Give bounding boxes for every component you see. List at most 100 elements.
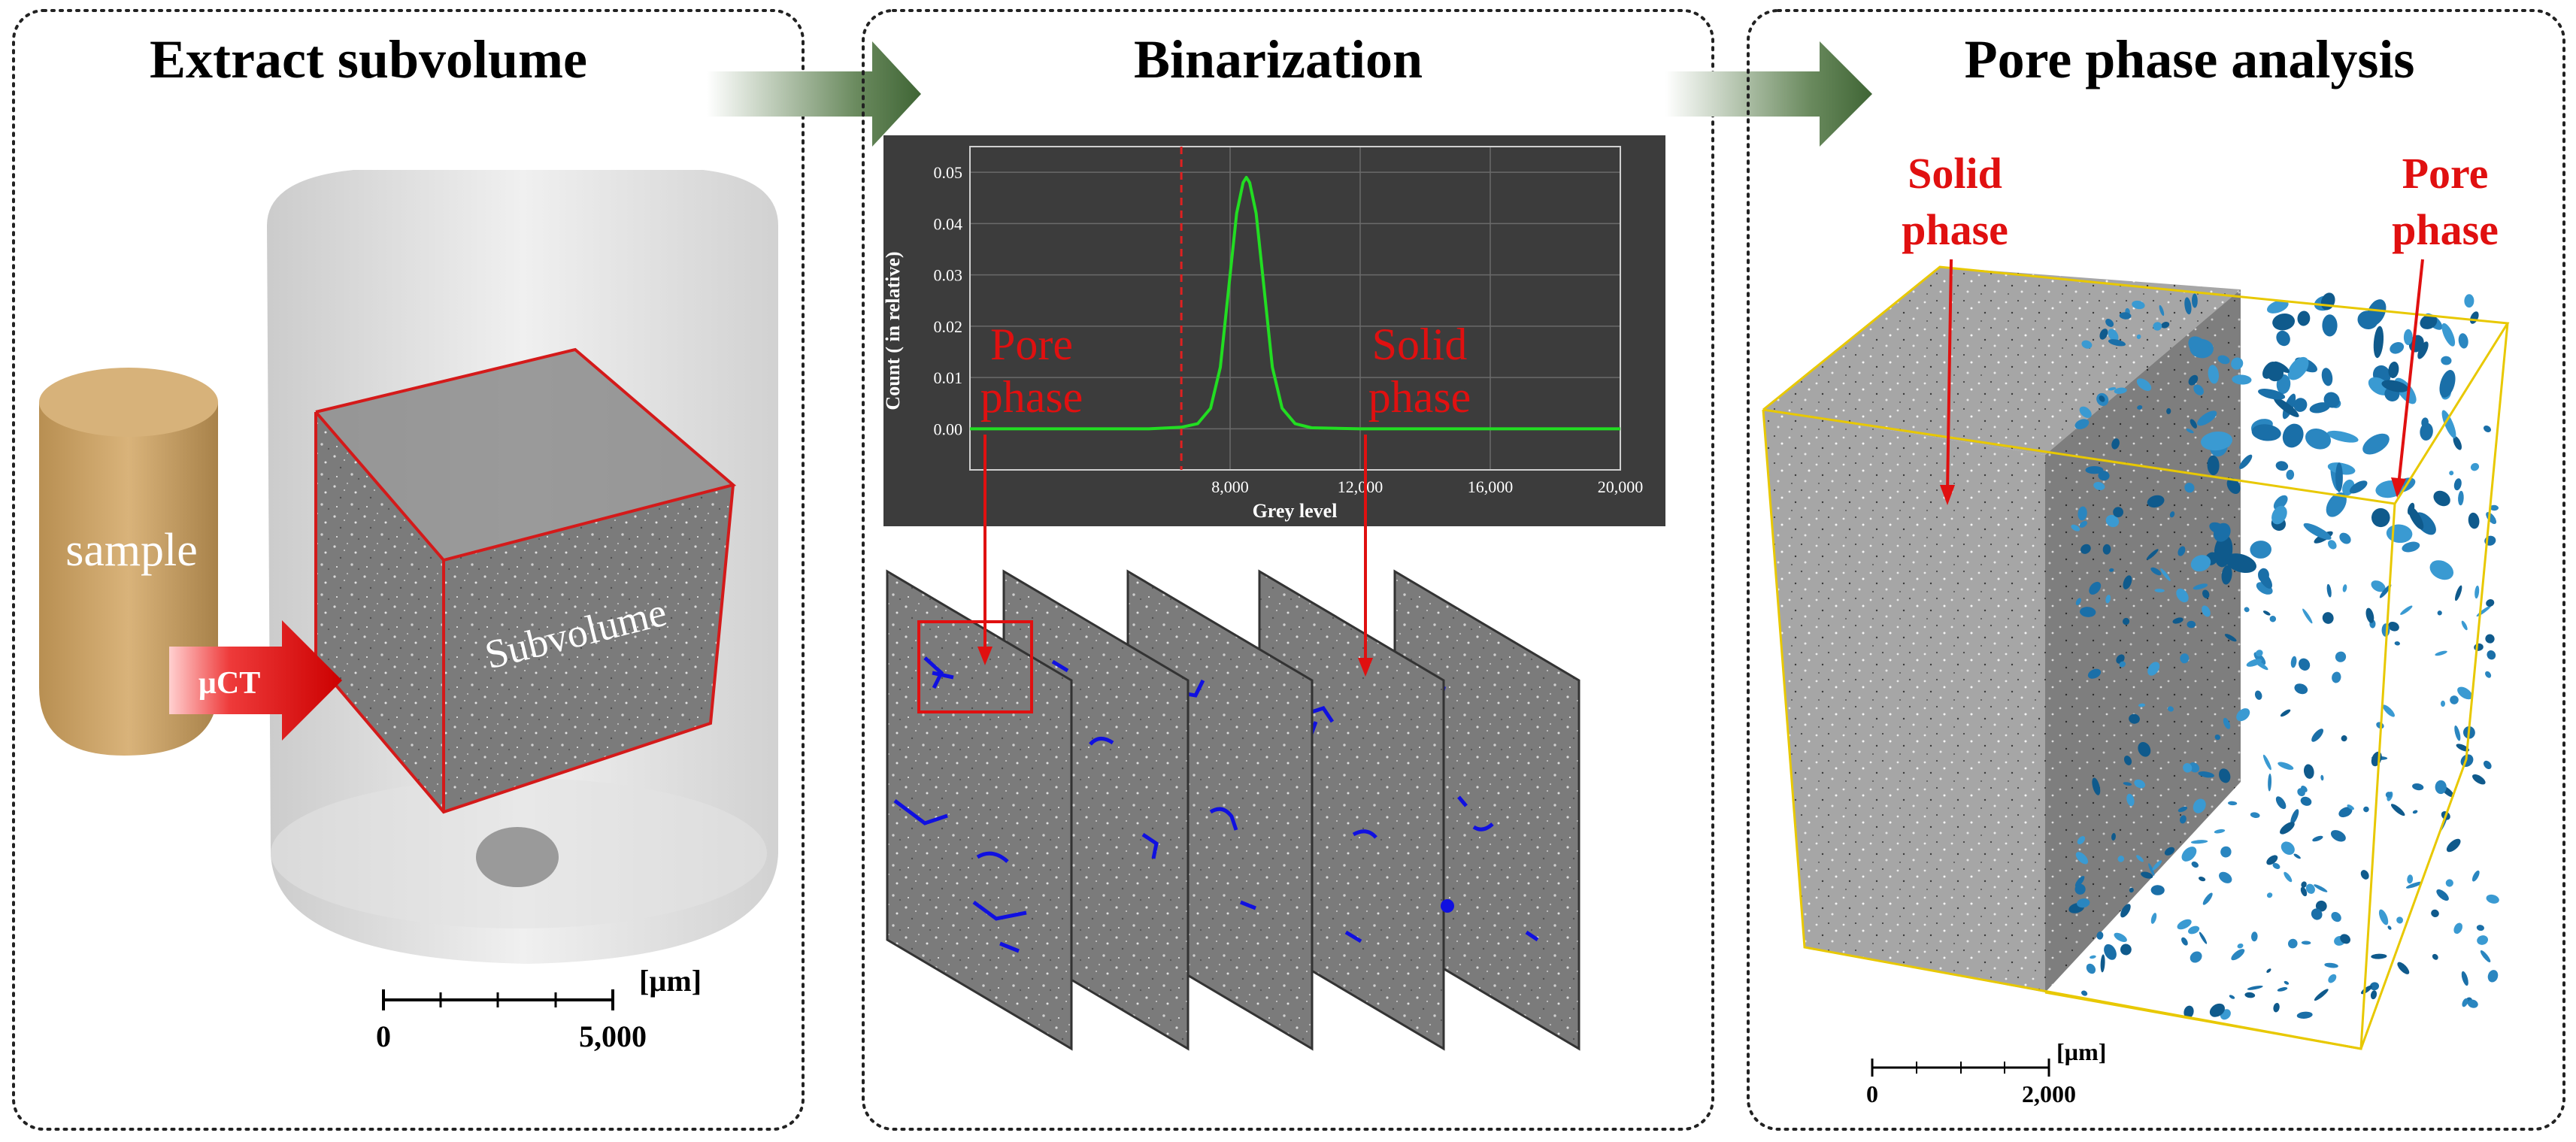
pore-blob	[2441, 410, 2456, 438]
scale-unit: [µm]	[2056, 1038, 2106, 1065]
pore-blob	[2370, 990, 2377, 1000]
pore-blob	[2458, 490, 2464, 506]
pore-blob	[2266, 892, 2273, 898]
pore-blob	[2214, 828, 2226, 834]
pore-blob	[2184, 297, 2192, 315]
uct-label: µCT	[199, 666, 261, 701]
pore-blob	[2381, 380, 2408, 392]
pore-blob	[2455, 585, 2462, 601]
pore-blob	[2147, 662, 2160, 676]
pore-blob	[2269, 615, 2277, 622]
chart-background	[883, 135, 1665, 526]
pore-blob	[2281, 841, 2295, 855]
pore-blob	[2287, 356, 2309, 380]
pore-blob	[2077, 836, 2086, 845]
pore-blob	[2326, 583, 2332, 598]
pore-blob	[2169, 511, 2175, 518]
pore-blob	[2250, 812, 2260, 819]
scale-start: 0	[376, 1019, 391, 1053]
pore-blob	[2109, 568, 2114, 572]
pore-blob	[2305, 883, 2315, 894]
pore-blob	[2326, 492, 2347, 517]
pore-blob	[2390, 804, 2405, 816]
pore-blob	[2250, 931, 2258, 942]
panel-border	[862, 9, 1714, 1131]
pore-blob	[2412, 783, 2424, 791]
pore-phase-label-line2: phase	[980, 372, 1083, 422]
panel-title: Binarization	[1134, 29, 1423, 89]
pore-blob	[2280, 822, 2295, 835]
pore-blob	[2111, 833, 2116, 841]
pore-blob	[2147, 495, 2165, 508]
pore-blob	[2472, 774, 2486, 785]
pore-blob	[2429, 560, 2454, 580]
pore-blob	[2229, 995, 2235, 999]
flow-arrow-2	[1665, 41, 1872, 147]
y-tick-label: 0.00	[934, 420, 963, 438]
pore-blob	[2090, 955, 2096, 959]
pore-blob	[2273, 361, 2290, 374]
pore-blob	[2420, 314, 2438, 329]
pore-blob	[2486, 599, 2495, 607]
pore-blob	[2096, 931, 2104, 940]
pore-blob	[2300, 796, 2312, 806]
pore-blob	[2100, 954, 2105, 973]
pore-blob	[2362, 433, 2390, 455]
pore-blob	[2132, 300, 2145, 310]
sample-label: sample	[65, 525, 198, 576]
pore-blob	[2299, 658, 2311, 671]
pore-blob	[2197, 410, 2217, 426]
pore-blob	[2485, 671, 2492, 678]
pore-blob	[2458, 333, 2468, 349]
pore-blob	[2461, 620, 2468, 631]
pore-blob	[2137, 405, 2143, 410]
panel-pore-phase-analysis: Pore phase analysis Solid phase Pore pha…	[1747, 9, 2565, 1131]
pore-blob	[2079, 520, 2087, 528]
pore-blob	[2461, 971, 2468, 986]
pore-blob	[2470, 462, 2480, 471]
pore-blob	[2244, 992, 2256, 998]
pore-blob	[2117, 856, 2125, 862]
pore-blob	[2290, 809, 2299, 825]
pore-blob	[2302, 608, 2313, 624]
pore-blob	[2193, 583, 2208, 590]
pore-blob	[2301, 941, 2311, 945]
pore-blob	[2332, 671, 2341, 683]
pore-blob	[2484, 535, 2496, 546]
pore-blob	[2312, 835, 2323, 842]
pore-blob	[2476, 925, 2484, 931]
pore-blob	[2161, 321, 2170, 329]
pore-blob	[2114, 932, 2127, 943]
pore-blob	[2387, 925, 2392, 930]
pore-blob	[2074, 876, 2085, 887]
pore-blob	[2363, 806, 2369, 813]
pore-blob	[2272, 862, 2281, 869]
bounding-box	[1762, 265, 2510, 1050]
pore-blob	[2138, 703, 2146, 707]
panel-binarization: Binarization 0.00 0.01 0.02 0.03 0.04 0.05 8,…	[862, 9, 1714, 1131]
pore-blob	[2231, 357, 2244, 370]
histogram-curve	[970, 176, 1620, 431]
pore-blob	[2371, 580, 2386, 592]
pore-blob	[2108, 339, 2126, 347]
pore-blob	[2450, 695, 2459, 704]
pore-phase-label-line2: phase	[2392, 205, 2499, 254]
pore-pointer-head	[977, 647, 993, 665]
pore-blob	[2471, 870, 2480, 882]
pore-blob	[2129, 713, 2140, 724]
pore-blob	[2119, 661, 2126, 668]
pore-blob	[2209, 1003, 2225, 1017]
pore-blob	[2191, 293, 2198, 308]
pore-blob	[2407, 874, 2414, 884]
solid-pointer-head	[1940, 485, 1955, 505]
pore-blob	[2432, 953, 2438, 960]
pore-blob	[2467, 999, 2478, 1008]
pore-blob	[2485, 634, 2495, 644]
pore-blob	[2146, 549, 2159, 560]
pore-phase-label: Pore	[2402, 149, 2489, 198]
pore-blob	[2371, 953, 2387, 959]
pore-blob	[2474, 643, 2484, 651]
pore-blob	[2453, 478, 2462, 491]
pore-blob	[2134, 779, 2146, 789]
